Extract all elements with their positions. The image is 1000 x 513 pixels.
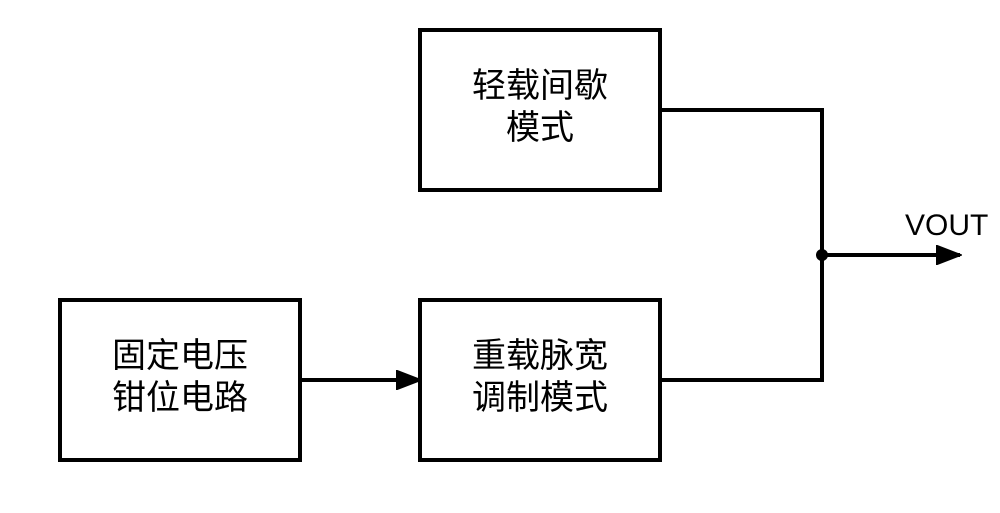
light-label-line-0: 轻载间歇 [472, 67, 608, 105]
edge-heavy-to-junction [660, 255, 822, 380]
clamp-block: 固定电压钳位电路 [60, 300, 300, 460]
light-block: 轻载间歇模式 [420, 30, 660, 190]
edge-light-to-junction [660, 110, 822, 255]
heavy-label-line-0: 重载脉宽 [472, 337, 608, 375]
clamp-label-line-1: 钳位电路 [112, 379, 248, 417]
heavy-label-line-1: 调制模式 [472, 379, 608, 417]
light-label-line-1: 模式 [506, 109, 574, 147]
heavy-block: 重载脉宽调制模式 [420, 300, 660, 460]
clamp-label-line-0: 固定电压 [112, 337, 248, 375]
vout-label: VOUT [905, 209, 988, 242]
